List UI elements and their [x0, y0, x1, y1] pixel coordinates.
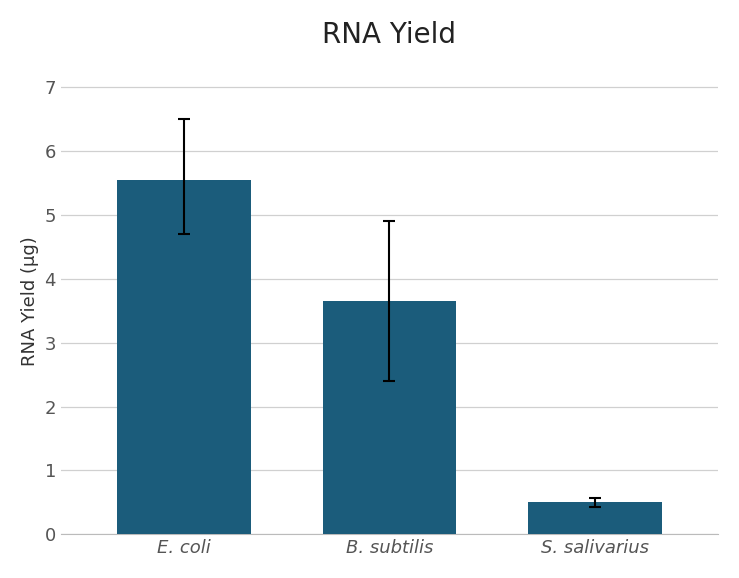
- Bar: [323, 301, 456, 534]
- Y-axis label: RNA Yield (µg): RNA Yield (µg): [21, 236, 39, 366]
- Bar: [118, 180, 251, 534]
- Title: RNA Yield: RNA Yield: [322, 21, 457, 49]
- Bar: [528, 502, 661, 534]
